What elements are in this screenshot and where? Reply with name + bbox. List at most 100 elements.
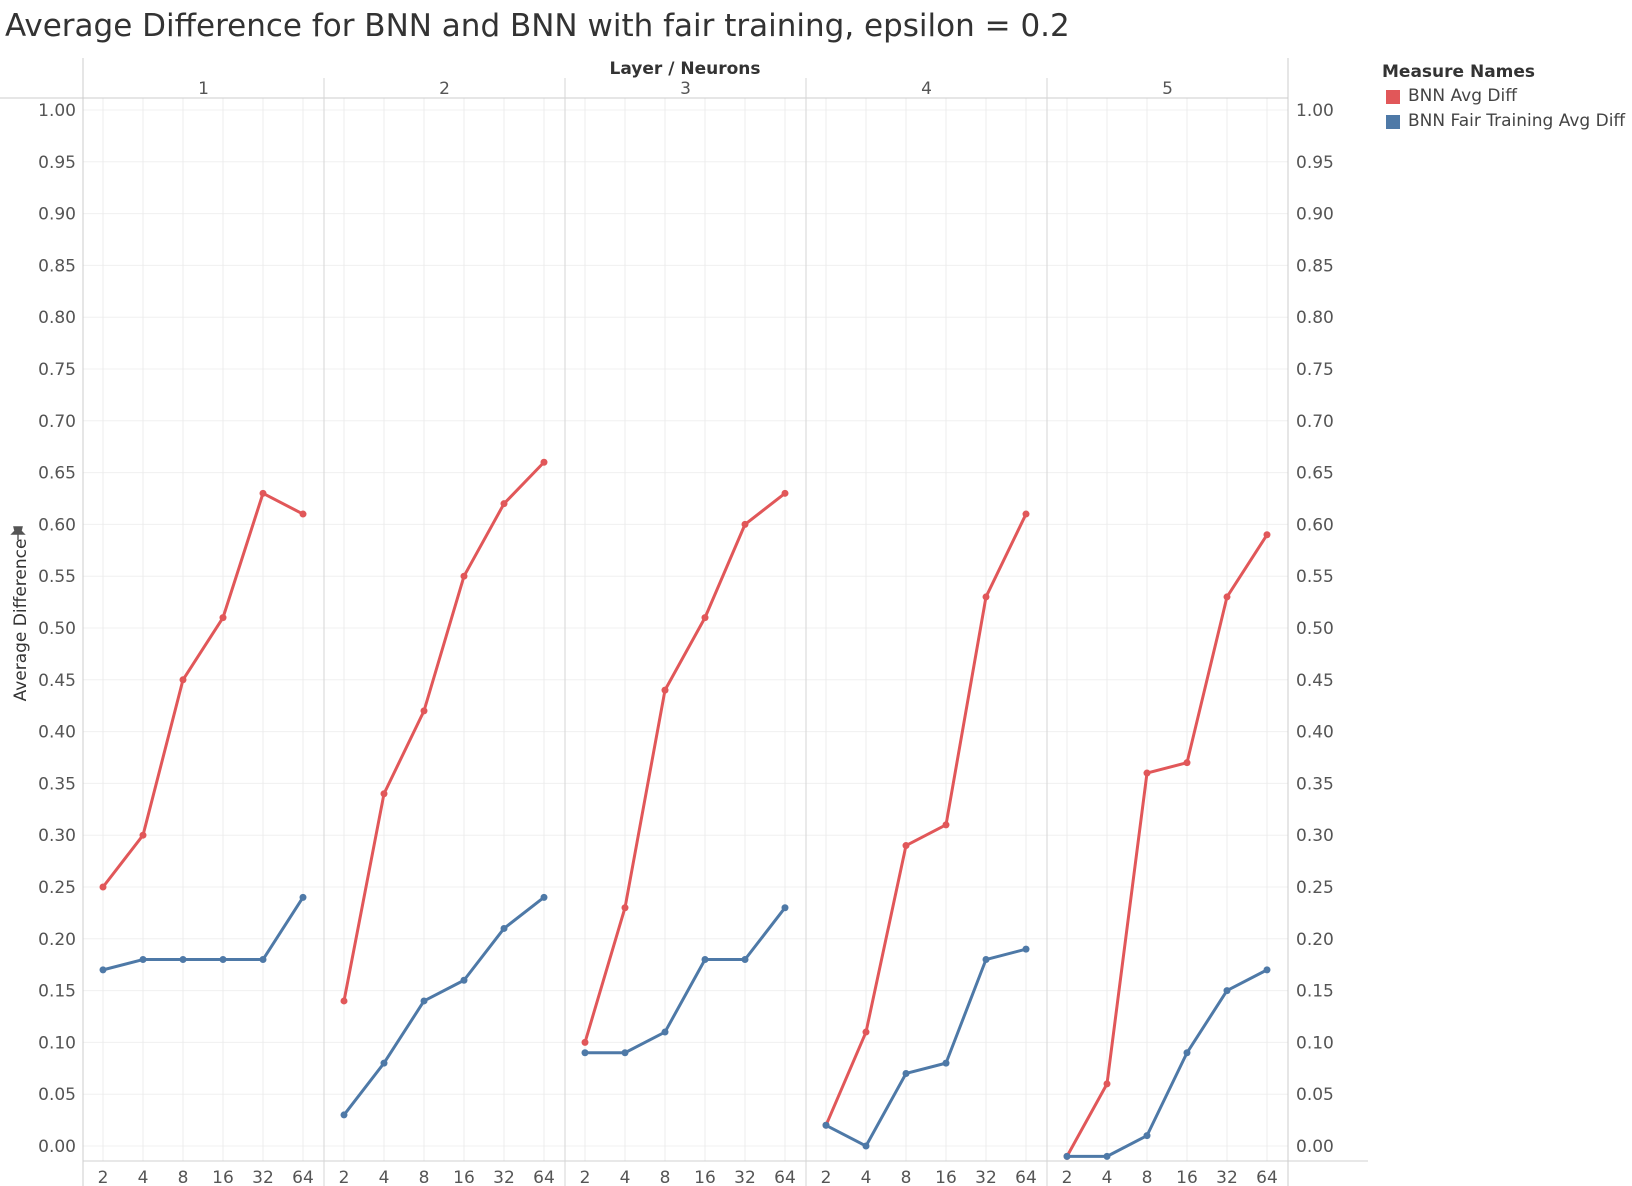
data-point [1103,1080,1111,1088]
data-point [1022,945,1030,953]
y-tick-label-left: 0.70 [38,412,76,432]
pin-icon [10,526,26,540]
series-line [1067,968,1268,1158]
y-tick-label-right: 0.90 [1296,205,1334,225]
y-tick-label-right: 0.25 [1296,878,1334,898]
y-tick-label-left: 0.15 [38,982,76,1002]
data-point [139,956,147,964]
x-tick-label: 64 [292,1168,314,1186]
panel-header-label: 4 [921,79,932,99]
data-point [1183,759,1191,767]
data-point [1223,593,1231,601]
y-tick-label-right: 0.70 [1296,412,1334,432]
x-tick-label: 2 [98,1168,109,1186]
y-tick-label-right: 0.75 [1296,360,1334,380]
y-tick-label-right: 1.00 [1296,101,1334,121]
data-point [380,1059,388,1067]
series-line [1065,533,1269,1158]
x-tick-label: 32 [493,1168,515,1186]
x-tick-label: 16 [935,1168,957,1186]
data-point [1223,987,1231,995]
data-point [982,956,990,964]
data-point [420,707,428,715]
data-point [902,1069,910,1077]
x-tick-label: 8 [901,1168,912,1186]
panel-header-label: 5 [1162,79,1173,99]
data-point [1143,1132,1151,1140]
data-point [99,966,107,974]
data-point [822,1121,830,1129]
panel-header-label: 1 [198,79,209,99]
x-tick-label: 2 [821,1168,832,1186]
data-point [340,1111,348,1119]
data-point [1103,1152,1111,1160]
y-tick-label-right: 0.20 [1296,930,1334,950]
axis-layer: 1.00 1.00 0.95 0.95 0.90 0.90 0.85 0.85 0.80 0.80… [0,58,1368,1186]
y-tick-label-left: 0.40 [38,723,76,743]
y-tick-label-left: 0.85 [38,256,76,276]
data-point [1022,510,1030,518]
panel-header-label: 3 [680,79,691,99]
y-tick-label-left: 0.20 [38,930,76,950]
data-point [581,1049,589,1057]
y-tick-label-right: 0.55 [1296,567,1334,587]
data-point [299,510,307,518]
x-tick-label: 8 [419,1168,430,1186]
data-point [1063,1152,1071,1160]
y-tick-label-right: 0.30 [1296,826,1334,846]
y-tick-label-left: 0.90 [38,205,76,225]
data-point [1263,966,1271,974]
data-point [179,676,187,684]
x-tick-label: 4 [861,1168,872,1186]
legend-label: BNN Avg Diff [1408,86,1517,106]
series-line [824,513,1028,1126]
data-point [701,956,709,964]
data-point [621,904,629,912]
data-point [420,997,428,1005]
x-tick-label: 64 [533,1168,555,1186]
data-point [139,831,147,839]
data-point [259,489,267,497]
data-point [902,842,910,850]
y-tick-label-right: 0.35 [1296,774,1334,794]
y-tick-label-left: 0.95 [38,153,76,173]
y-tick-label-right: 0.10 [1296,1033,1334,1053]
series-line [102,896,305,972]
data-point [942,1059,950,1067]
y-tick-label-left: 0.00 [38,1137,76,1157]
y-tick-label-left: 0.25 [38,878,76,898]
x-tick-label: 16 [453,1168,475,1186]
data-point [781,489,789,497]
x-tick-label: 32 [1216,1168,1238,1186]
data-point [219,614,227,622]
data-point [259,956,267,964]
data-point [500,500,508,508]
data-point [701,614,709,622]
x-tick-label: 8 [1142,1168,1153,1186]
legend-item-bnn-fair-training-avg-diff[interactable]: BNN Fair Training Avg Diff [1382,107,1625,132]
x-tick-label: 64 [774,1168,796,1186]
series-line [342,896,545,1116]
y-tick-label-left: 0.30 [38,826,76,846]
y-tick-label-left: 0.80 [38,308,76,328]
y-tick-label-left: 0.35 [38,774,76,794]
y-tick-label-left: 0.75 [38,360,76,380]
data-point [179,956,187,964]
legend-item-bnn-avg-diff[interactable]: BNN Avg Diff [1382,82,1535,107]
chart-title: Average Difference for BNN and BNN with … [5,8,1070,44]
y-tick-label-right: 0.60 [1296,515,1334,535]
column-header-label: Layer / Neurons [610,59,761,79]
x-tick-label: 64 [1015,1168,1037,1186]
x-tick-label: 16 [1176,1168,1198,1186]
panel-header-label: 2 [439,79,450,99]
series-line [583,492,786,1043]
data-point [781,904,789,912]
data-point [862,1142,870,1150]
x-tick-label: 32 [734,1168,756,1186]
legend: Measure Names BNN Avg Diff BNN Fair Trai… [1382,62,1625,132]
y-tick-label-right: 0.40 [1296,723,1334,743]
series-line [101,491,304,888]
legend-swatch-red [1386,90,1400,104]
y-tick-label-right: 0.95 [1296,153,1334,173]
y-tick-label-left: 0.65 [38,464,76,484]
